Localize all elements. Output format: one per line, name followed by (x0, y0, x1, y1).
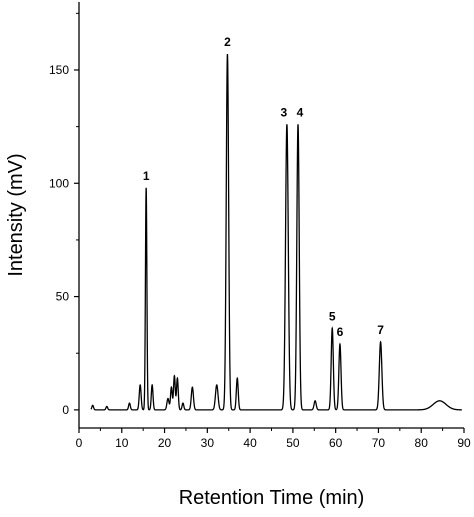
y-axis-title: Intensity (mV) (5, 153, 27, 276)
x-tick-label: 20 (158, 436, 172, 450)
x-tick-label: 70 (372, 436, 386, 450)
x-tick-label: 30 (201, 436, 215, 450)
peak-label-7: 7 (377, 323, 384, 337)
x-tick-label: 50 (286, 436, 300, 450)
peak-label-5: 5 (329, 309, 336, 323)
chromatogram-trace (90, 54, 462, 411)
x-axis-title: Retention Time (min) (179, 487, 365, 509)
axes-group: 0 10 20 30 40 50 60 70 80 90 0 50 100 150 (49, 2, 471, 450)
x-tick-label: 0 (76, 436, 83, 450)
y-tick-label: 0 (62, 403, 69, 417)
x-tick-label: 10 (115, 436, 129, 450)
peak-label-3: 3 (281, 105, 288, 119)
peak-label-2: 2 (224, 35, 231, 49)
x-tick-label: 60 (329, 436, 343, 450)
y-tick-label: 150 (49, 63, 69, 77)
peak-label-6: 6 (337, 325, 344, 339)
peak-label-1: 1 (143, 169, 150, 183)
y-tick-label: 100 (49, 176, 69, 190)
peak-label-4: 4 (297, 105, 304, 119)
peak-labels: 123 456 7 (143, 35, 384, 339)
x-tick-label: 80 (415, 436, 429, 450)
y-tick-label: 50 (56, 290, 70, 304)
x-tick-label: 90 (457, 436, 471, 450)
x-tick-label: 40 (243, 436, 257, 450)
